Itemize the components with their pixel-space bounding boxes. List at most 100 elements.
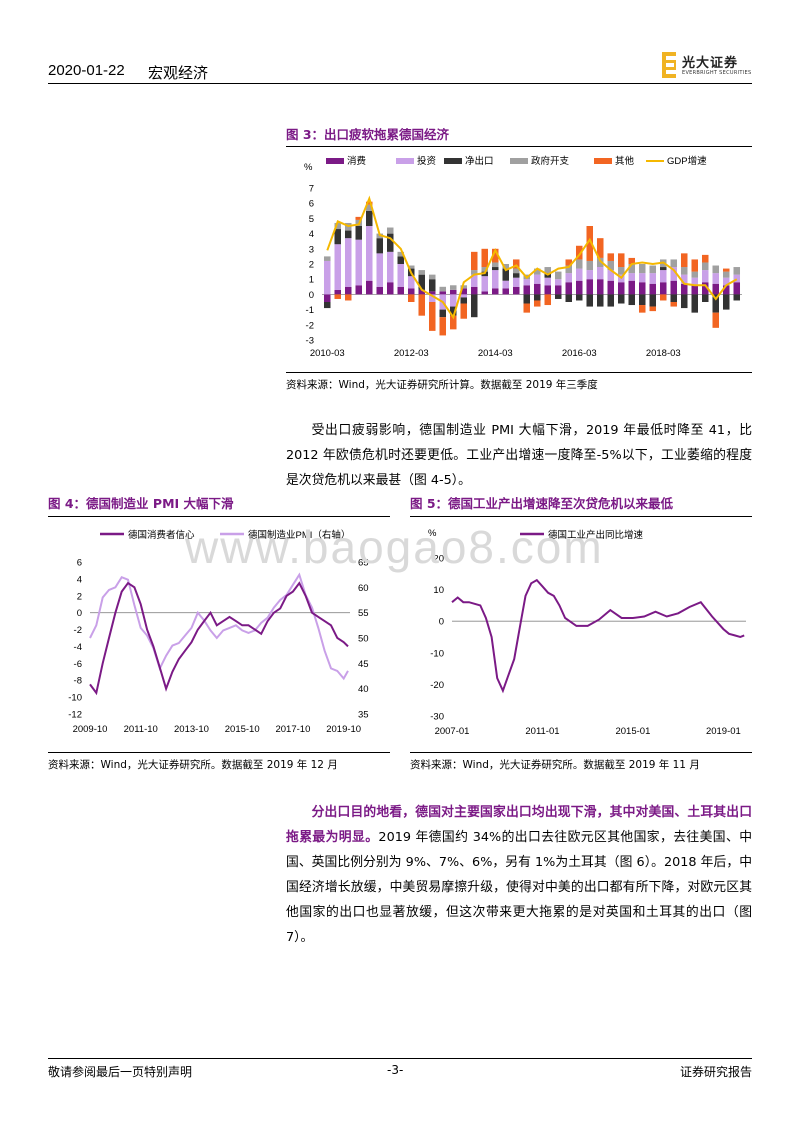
fig3-bar-segment <box>596 294 604 307</box>
fig3-bar-segment <box>554 285 562 295</box>
fig3-bar-segment <box>376 286 384 295</box>
fig3-bar-segment <box>334 229 342 245</box>
fig3-bar-segment <box>512 268 520 274</box>
logo-name-cn: 光大证券 <box>682 56 739 71</box>
fig3-bar-segment <box>491 267 499 271</box>
fig3-bar-segment <box>638 264 646 274</box>
fig3-top-rule <box>286 146 752 147</box>
fig5-top-rule <box>410 516 752 517</box>
fig3-bar-segment <box>428 294 436 302</box>
fig3-y-tick-label: 6 <box>309 199 314 210</box>
fig3-legend-label: 净出口 <box>465 155 494 167</box>
fig3-bar-segment <box>418 294 426 316</box>
fig3-bar-segment <box>638 305 646 313</box>
fig3-bar-segment <box>586 294 594 307</box>
fig3-bar-segment <box>554 279 562 286</box>
watermark: www.baogao8.com <box>185 521 604 573</box>
fig3-bar-segment <box>691 285 699 295</box>
fig3-bar-segment <box>386 282 394 295</box>
fig4-legend-label: 德国消费者信心 <box>128 529 195 541</box>
fig3-bar-segment <box>386 251 394 283</box>
fig3-bar-segment <box>596 257 604 268</box>
fig3-legend-swatch <box>326 158 344 164</box>
fig3-bar-segment <box>428 291 436 295</box>
fig3-bar-segment <box>344 230 352 239</box>
fig3-bar-segment <box>638 273 646 283</box>
fig3-bar-segment <box>523 294 531 304</box>
fig4-title: 图 4：德国制造业 PMI 大幅下滑 <box>48 496 234 511</box>
fig3-bar-segment <box>733 274 741 283</box>
fig3-bar-segment <box>512 273 520 278</box>
fig4-y-left-tick-label: -10 <box>68 693 82 704</box>
fig3-bar-segment <box>491 270 499 289</box>
fig5-y-tick-label: 10 <box>433 585 444 596</box>
fig3-legend-label: 其他 <box>615 155 635 167</box>
fig3-bar-segment <box>649 265 657 274</box>
fig3-bar-segment <box>712 265 720 274</box>
fig3-bar-segment <box>481 267 489 272</box>
fig5-chart: % 德国工业产出同比增速 -30 -20 -10 0 10 20 2007-01 2011-01 2… <box>428 528 746 737</box>
fig4-y-left-tick-label: -12 <box>68 710 82 721</box>
fig3-bar-segment <box>323 256 331 261</box>
fig3-bar-segment <box>575 280 583 295</box>
logo-mark-icon <box>662 52 676 78</box>
fig3-bar-segment <box>365 204 373 211</box>
fig3-bar-segment <box>533 274 541 284</box>
fig3-y-tick-label: -3 <box>306 336 314 347</box>
fig4-y-right-tick-label: 45 <box>358 659 369 670</box>
fig5-title: 图 5：德国工业产出增速降至次贷危机以来最低 <box>410 496 674 511</box>
fig5-x-tick-label: 2007-01 <box>435 726 470 737</box>
fig3-bar-segment <box>344 294 352 301</box>
fig3-bar-segment <box>407 276 415 289</box>
fig4-y-left-tick-label: -6 <box>74 659 82 670</box>
fig3-bar-segment <box>407 288 415 295</box>
fig5-x-tick-label: 2019-01 <box>706 726 741 737</box>
fig3-bar-segment <box>470 286 478 295</box>
fig3-bar-segment <box>722 268 730 272</box>
fig3-bar-segment <box>470 274 478 287</box>
fig3-bar-segment <box>617 253 625 268</box>
fig4-y-right-tick-label: 50 <box>358 634 369 645</box>
fig3-bar-segment <box>586 260 594 271</box>
fig3-bar-segment <box>418 289 426 295</box>
fig3-bar-segment <box>334 289 342 295</box>
fig3-bar-segment <box>397 264 405 287</box>
fig3-bar-segment <box>355 216 363 220</box>
fig3-bar-segment <box>428 274 436 280</box>
fig3-bar-segment <box>481 276 489 292</box>
fig4-y-right-tick-label: 35 <box>358 710 369 721</box>
fig3-bar-segment <box>628 294 636 306</box>
fig4-y-right-tick-label: 65 <box>358 558 369 569</box>
fig3-legend-swatch <box>594 158 612 164</box>
fig3-bar-segment <box>670 267 678 281</box>
fig4-y-left-tick-label: 0 <box>77 608 82 619</box>
fig3-bar-segment <box>407 265 415 269</box>
fig3-bar-segment <box>533 283 541 295</box>
fig5-y-tick-label: 20 <box>433 554 444 565</box>
fig3-bar-segment <box>418 274 426 290</box>
fig3-bar-segment <box>512 277 520 287</box>
fig3-bar-segment <box>418 270 426 275</box>
fig3-bar-segment <box>575 268 583 281</box>
company-logo: 光大证券 EVERBRIGHT SECURITIES <box>660 50 752 80</box>
fig3-bar-segment <box>334 294 342 299</box>
fig3-bar-segment <box>460 303 468 319</box>
fig3-bar-segment <box>670 280 678 295</box>
fig3-bar-segment <box>733 294 741 301</box>
fig4-y-left-tick-label: -8 <box>74 676 82 687</box>
fig3-bar-segment <box>691 294 699 313</box>
logo-name-en: EVERBRIGHT SECURITIES <box>682 70 752 76</box>
fig3-bar-segment <box>470 251 478 271</box>
fig4-x-tick-label: 2011-10 <box>124 724 158 735</box>
fig3-source: 资料来源：Wind，光大证券研究所计算。数据截至 2019 年三季度 <box>286 379 598 391</box>
fig3-bar-segment <box>565 282 573 295</box>
fig3-bar-segment <box>554 294 562 299</box>
fig3-bar-segment <box>680 294 688 309</box>
fig3-bar-segment <box>491 262 499 268</box>
fig3-bar-segment <box>502 280 510 289</box>
fig3-bar-segment <box>439 291 447 295</box>
fig3-bar-segment <box>407 294 415 302</box>
report-category: 宏观经济 <box>148 64 209 82</box>
fig3-bar-segment <box>523 303 531 313</box>
fig3-bar-segment <box>355 226 363 240</box>
